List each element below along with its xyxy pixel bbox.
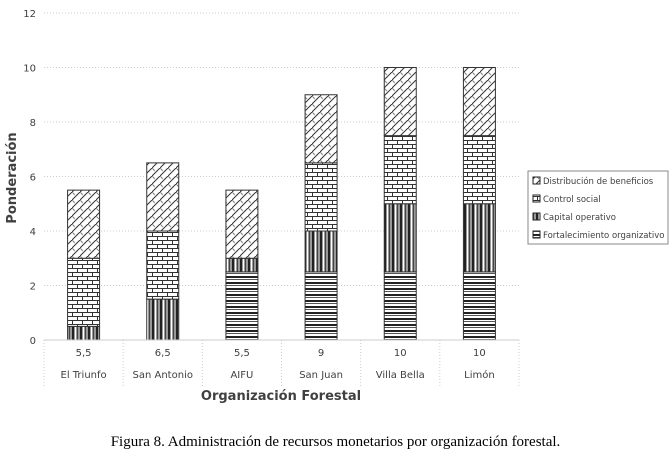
bar-segment bbox=[462, 135, 496, 205]
bar-segment bbox=[146, 298, 180, 341]
x-tick-label: Villa Bella bbox=[376, 370, 425, 381]
bar-segment bbox=[225, 271, 259, 341]
y-tick-label: 10 bbox=[23, 64, 36, 75]
legend-swatch bbox=[532, 230, 541, 239]
y-tick-label: 2 bbox=[30, 282, 36, 293]
bar-segment bbox=[462, 67, 496, 137]
bar-segment bbox=[304, 271, 338, 341]
bar-segment bbox=[67, 189, 101, 259]
total-label: 5,5 bbox=[76, 348, 92, 359]
stacked-bar-chart: 0 2 4 6 8 10 12 5,5 El Triunfo 6,5 San Antonio 5,5… bbox=[5, 9, 669, 404]
bar-segment bbox=[225, 189, 259, 259]
legend-entry: Capital operativo bbox=[543, 213, 616, 223]
y-tick-label: 8 bbox=[30, 118, 36, 129]
x-tick-label: AIFU bbox=[230, 370, 253, 381]
bar-segment bbox=[67, 257, 101, 327]
legend: Distribución de beneficios Control social… bbox=[527, 170, 669, 245]
x-tick-label: San Juan bbox=[299, 370, 343, 381]
x-tick-label: Limón bbox=[464, 369, 495, 381]
total-label: 10 bbox=[394, 348, 407, 359]
bar-segment bbox=[304, 230, 338, 273]
y-tick-label: 0 bbox=[30, 336, 36, 347]
y-tick-label: 4 bbox=[30, 227, 36, 238]
bar-segment bbox=[304, 94, 338, 164]
legend-swatch bbox=[532, 212, 541, 221]
y-tick-label: 6 bbox=[30, 173, 36, 184]
total-label: 10 bbox=[473, 348, 486, 359]
y-tick-label: 12 bbox=[23, 9, 36, 20]
bar-segment bbox=[146, 230, 180, 300]
total-label: 9 bbox=[318, 348, 324, 359]
figure-caption: Figura 8. Administración de recursos mon… bbox=[110, 434, 561, 450]
total-label: 5,5 bbox=[234, 348, 250, 359]
bar-segment bbox=[383, 67, 417, 137]
x-tick-label: El Triunfo bbox=[61, 370, 107, 381]
legend-swatch bbox=[532, 194, 541, 203]
bar-segment bbox=[462, 203, 496, 273]
bar-segment bbox=[383, 135, 417, 205]
legend-entry: Control social bbox=[543, 195, 601, 205]
legend-swatch bbox=[532, 176, 541, 185]
y-axis-label: Ponderación bbox=[5, 132, 20, 223]
legend-entry: Distribución de beneficios bbox=[543, 176, 654, 187]
bar-segment bbox=[383, 271, 417, 341]
x-tick-label: San Antonio bbox=[133, 370, 193, 381]
bar-segment bbox=[225, 257, 259, 273]
legend-entry: Fortalecimiento organizativo bbox=[543, 231, 664, 241]
bar-segment bbox=[146, 162, 180, 232]
bar-segment bbox=[462, 271, 496, 341]
bar-segment bbox=[67, 325, 101, 341]
x-axis-label: Organización Forestal bbox=[201, 389, 361, 404]
bar-segment bbox=[383, 203, 417, 273]
total-label: 6,5 bbox=[155, 348, 171, 359]
bar-segment bbox=[304, 162, 338, 232]
